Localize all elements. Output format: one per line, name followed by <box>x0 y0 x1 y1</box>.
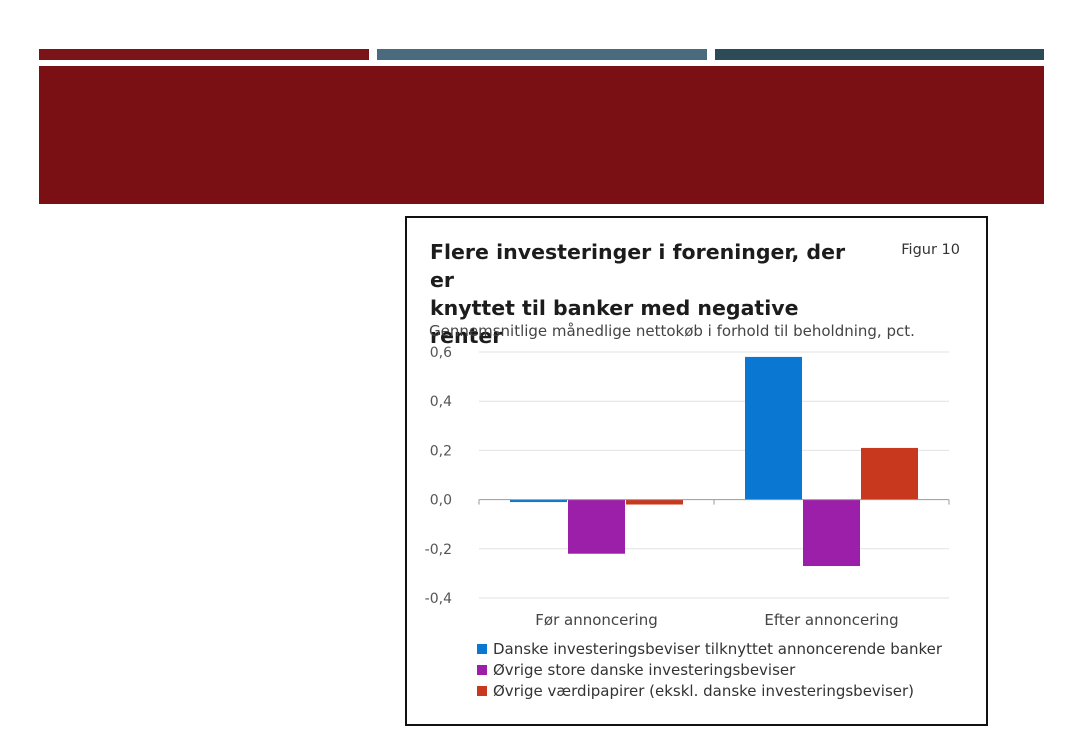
y-tick-label: 0,6 <box>430 345 452 361</box>
legend-item: Øvrige store danske investeringsbeviser <box>477 659 942 680</box>
y-tick-label: 0,2 <box>430 443 452 459</box>
y-tick-label: -0,4 <box>425 591 452 607</box>
bar <box>745 356 802 500</box>
chart-title-line-2: knyttet til banker med negative renter <box>430 296 799 348</box>
legend-item: Danske investeringsbeviser tilknyttet an… <box>477 638 942 659</box>
bar <box>626 499 683 505</box>
bar-chart: 0,6 0,4 0,2 0,0 -0,2 -0,4 Før annoncering Efter… <box>425 345 950 629</box>
legend-swatch <box>477 643 487 654</box>
legend-label: Øvrige værdipapirer (ekskl. danske inves… <box>493 681 915 700</box>
legend-swatch <box>477 664 487 675</box>
chart-subtitle: Gennemsnitlige månedlige nettokøb i forh… <box>429 322 915 340</box>
chart-frame: Flere investeringer i foreninger, der er… <box>405 216 988 726</box>
bar <box>861 447 918 500</box>
title-banner <box>39 66 1044 204</box>
y-tick-label: 0,4 <box>430 394 452 410</box>
legend-item: Øvrige værdipapirer (ekskl. danske inves… <box>477 680 942 701</box>
chart-legend: Danske investeringsbeviser tilknyttet an… <box>477 638 942 701</box>
legend-swatch <box>477 685 487 696</box>
legend-label: Øvrige store danske investeringsbeviser <box>493 660 796 679</box>
y-tick-label: -0,2 <box>425 542 452 558</box>
accent-stripe-3 <box>715 49 1044 60</box>
x-category-label: Før annoncering <box>535 611 657 629</box>
accent-stripe-1 <box>39 49 369 60</box>
figure-label: Figur 10 <box>901 242 960 258</box>
y-tick-label: 0,0 <box>430 493 452 509</box>
legend-label: Danske investeringsbeviser tilknyttet an… <box>493 639 943 658</box>
bar <box>510 499 567 503</box>
bar <box>568 499 625 554</box>
bar <box>803 499 860 567</box>
accent-stripe-2 <box>377 49 707 60</box>
chart-title-line-1: Flere investeringer i foreninger, der er <box>430 240 846 292</box>
x-category-label: Efter annoncering <box>764 611 898 629</box>
chart-title: Flere investeringer i foreninger, der er… <box>430 238 860 350</box>
